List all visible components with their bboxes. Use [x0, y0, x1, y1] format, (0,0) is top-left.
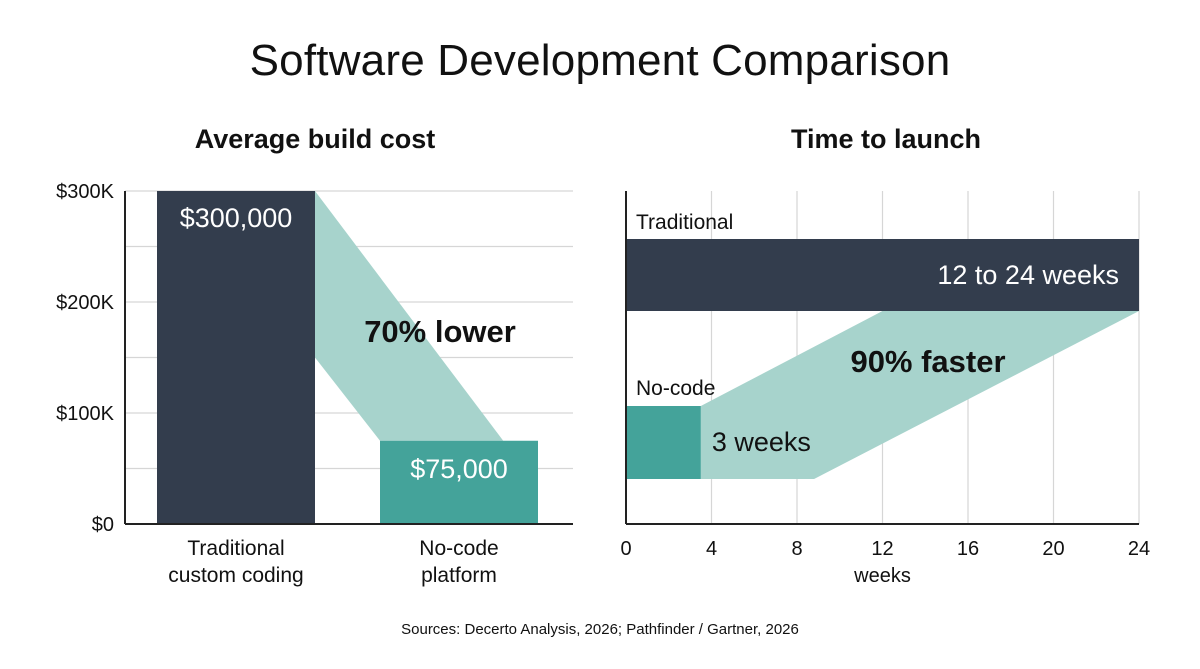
time-x-tick-label: 0	[620, 538, 631, 560]
time-reduction-band	[700, 311, 1139, 479]
time-x-tick-label: 16	[957, 538, 979, 560]
cost-chart-title: Average build cost	[194, 124, 436, 154]
cost-y-tick-label: $100K	[56, 403, 114, 425]
bar-traditional-time	[626, 239, 1139, 311]
cost-category-label: platform	[421, 564, 497, 587]
series-label-traditional: Traditional	[636, 211, 733, 234]
bar-nocode-cost	[380, 440, 538, 524]
time-x-axis-label: weeks	[853, 565, 911, 587]
series-label-nocode: No-code	[636, 377, 715, 400]
cost-y-tick-label: $200K	[56, 292, 114, 314]
cost-category-label: No-code	[419, 537, 498, 560]
bar-traditional-value-label: $300,000	[180, 203, 293, 233]
cost-y-tick-label: $0	[92, 514, 114, 536]
main-title: Software Development Comparison	[249, 36, 951, 85]
bar-nocode-time-label: 3 weeks	[712, 427, 811, 457]
cost-y-tick-label: $300K	[56, 181, 114, 203]
bar-traditional-time-label: 12 to 24 weeks	[937, 260, 1119, 290]
time-x-tick-label: 4	[706, 538, 717, 560]
time-chart-title: Time to launch	[790, 124, 982, 154]
bar-traditional-cost	[157, 191, 315, 524]
time-x-tick-label: 8	[791, 538, 802, 560]
sources-note: Sources: Decerto Analysis, 2026; Pathfin…	[401, 621, 799, 638]
cost-reduction-band	[315, 191, 504, 441]
cost-category-label: Traditional	[187, 537, 284, 560]
time-annotation: 90% faster	[850, 344, 1005, 379]
time-x-tick-label: 20	[1042, 538, 1064, 560]
bar-nocode-time	[626, 406, 701, 479]
bar-nocode-value-label: $75,000	[410, 454, 508, 484]
cost-annotation: 70% lower	[364, 314, 516, 349]
time-x-tick-label: 12	[871, 538, 893, 560]
cost-category-label: custom coding	[168, 564, 303, 587]
time-x-tick-label: 24	[1128, 538, 1150, 560]
